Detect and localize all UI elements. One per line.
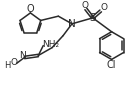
Text: N: N (19, 51, 26, 60)
Text: N: N (68, 19, 76, 29)
Text: NH₂: NH₂ (43, 40, 60, 49)
Text: O: O (81, 1, 88, 10)
Text: H: H (4, 61, 11, 70)
Text: O: O (100, 3, 107, 12)
Text: S: S (89, 13, 96, 23)
Text: Cl: Cl (107, 60, 116, 70)
Text: O: O (10, 58, 17, 67)
Text: O: O (27, 4, 34, 14)
